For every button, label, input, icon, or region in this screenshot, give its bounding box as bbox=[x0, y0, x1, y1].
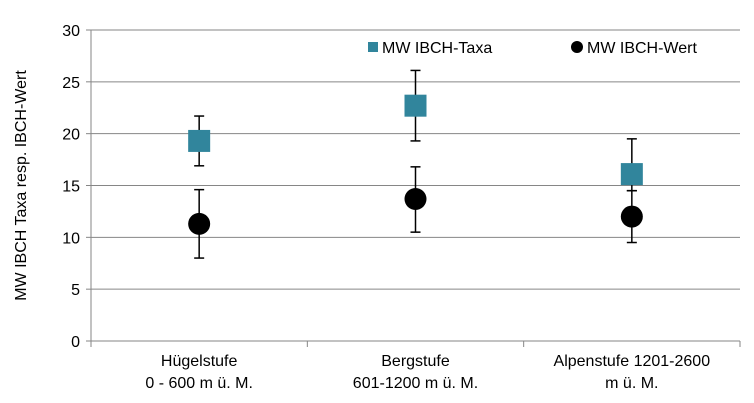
y-axis-label: MW IBCH Taxa resp. IBCH-Wert bbox=[13, 70, 30, 301]
y-tick-label: 30 bbox=[62, 23, 80, 40]
y-tick-label: 15 bbox=[62, 179, 80, 196]
wert-marker bbox=[404, 187, 427, 210]
y-tick-label: 5 bbox=[71, 282, 80, 299]
legend-marker-taxa bbox=[368, 42, 378, 52]
taxa-marker bbox=[188, 129, 211, 152]
y-tick-label: 20 bbox=[62, 127, 80, 144]
legend: MW IBCH-Taxa MW IBCH-Wert bbox=[368, 40, 697, 57]
legend-marker-wert bbox=[571, 41, 583, 53]
wert-marker bbox=[188, 212, 211, 235]
taxa-marker bbox=[404, 94, 427, 117]
taxa-marker bbox=[620, 163, 643, 186]
data-markers bbox=[188, 94, 643, 235]
x-category-label: Hügelstufe bbox=[161, 353, 238, 370]
x-category-label: m ü. M. bbox=[605, 375, 658, 392]
x-category-label: 0 - 600 m ü. M. bbox=[145, 375, 253, 392]
x-category-labels: Hügelstufe 0 - 600 m ü. M. Bergstufe 601-12… bbox=[145, 353, 710, 392]
y-tick-label: 10 bbox=[62, 230, 80, 247]
axes bbox=[86, 29, 741, 347]
x-category-label: 601-1200 m ü. M. bbox=[353, 375, 478, 392]
legend-label: MW IBCH-Taxa bbox=[382, 40, 492, 57]
legend-label: MW IBCH-Wert bbox=[587, 40, 697, 57]
x-category-label: Bergstufe bbox=[381, 353, 450, 370]
y-tick-label: 0 bbox=[71, 334, 80, 351]
y-tick-label: 25 bbox=[62, 75, 80, 92]
x-category-label: Alpenstufe 1201-2600 bbox=[554, 353, 711, 370]
grid bbox=[91, 29, 740, 290]
wert-marker bbox=[620, 205, 643, 228]
y-tick-labels: 0 5 10 15 20 25 30 bbox=[62, 23, 80, 351]
